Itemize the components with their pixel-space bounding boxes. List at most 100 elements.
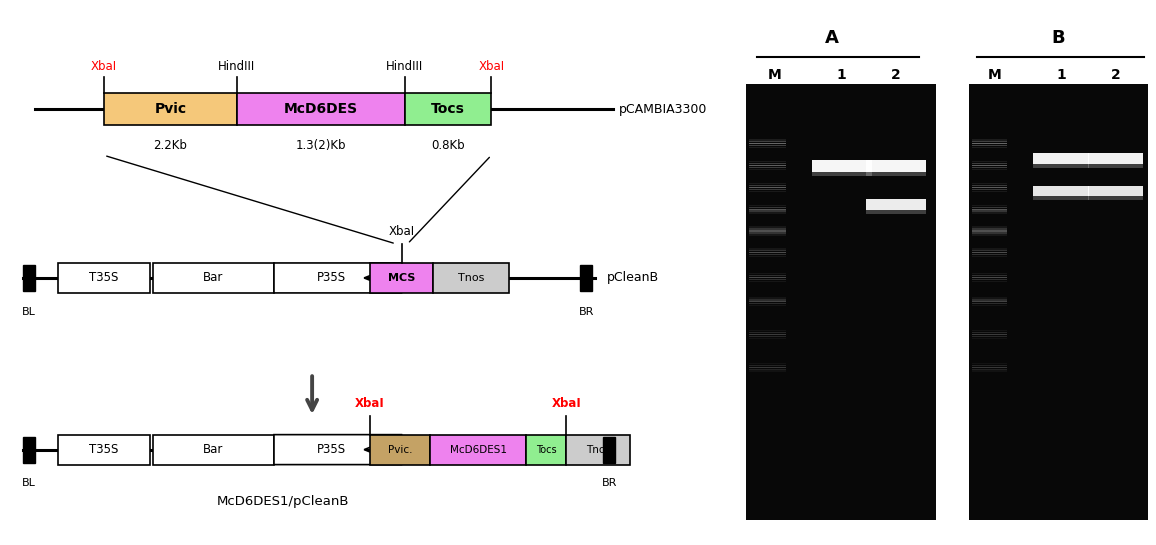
Text: XbaI: XbaI — [355, 397, 385, 410]
Bar — [1088, 186, 1143, 196]
Bar — [866, 160, 926, 172]
Text: BL: BL — [22, 479, 36, 488]
Text: 0.8Kb: 0.8Kb — [431, 139, 465, 152]
Text: XbaI: XbaI — [479, 60, 504, 73]
Bar — [972, 231, 1007, 232]
Bar — [749, 338, 786, 339]
Bar — [972, 169, 1007, 170]
Bar — [972, 139, 1007, 141]
Bar — [972, 336, 1007, 337]
Bar — [972, 213, 1007, 214]
Bar — [972, 167, 1007, 168]
Bar — [749, 204, 786, 206]
Bar — [749, 167, 786, 168]
Bar — [749, 332, 786, 333]
Text: 2.2Kb: 2.2Kb — [154, 139, 187, 152]
FancyBboxPatch shape — [237, 93, 405, 125]
FancyBboxPatch shape — [58, 435, 150, 464]
Bar — [749, 210, 786, 212]
Text: 1: 1 — [1057, 68, 1066, 82]
FancyBboxPatch shape — [405, 93, 491, 125]
Bar — [972, 232, 1007, 234]
Bar — [972, 187, 1007, 188]
Bar — [972, 332, 1007, 333]
Bar — [972, 210, 1007, 212]
Text: 1.3(2)Kb: 1.3(2)Kb — [296, 139, 346, 152]
Text: T35S: T35S — [89, 443, 119, 456]
Bar — [972, 305, 1007, 306]
Bar — [749, 334, 786, 335]
Bar — [972, 161, 1007, 162]
Bar — [972, 207, 1007, 208]
Text: 2: 2 — [1111, 68, 1120, 82]
Text: Tocs: Tocs — [431, 102, 465, 116]
Bar — [972, 338, 1007, 339]
Text: McD6DES: McD6DES — [283, 102, 358, 116]
Bar — [972, 143, 1007, 144]
Bar — [972, 254, 1007, 256]
Bar — [749, 141, 786, 142]
Bar — [972, 204, 1007, 206]
Bar — [972, 278, 1007, 280]
Bar — [749, 330, 786, 331]
Text: McD6DES1: McD6DES1 — [450, 445, 506, 455]
Bar — [749, 169, 786, 170]
Bar — [972, 234, 1007, 235]
Bar — [972, 275, 1007, 276]
Text: pCleanB: pCleanB — [607, 271, 659, 284]
Bar — [749, 277, 786, 278]
Bar — [749, 248, 786, 250]
Bar — [749, 281, 786, 282]
Bar — [1088, 196, 1143, 200]
FancyBboxPatch shape — [153, 435, 274, 464]
Bar — [972, 183, 1007, 184]
Text: BL: BL — [22, 307, 36, 317]
Bar — [749, 362, 786, 364]
Bar — [749, 165, 786, 166]
Bar — [972, 365, 1007, 366]
Bar — [972, 147, 1007, 148]
Bar — [972, 330, 1007, 331]
Bar — [972, 228, 1007, 229]
Bar — [749, 189, 786, 190]
FancyBboxPatch shape — [566, 435, 630, 464]
Bar — [972, 256, 1007, 257]
Bar — [972, 303, 1007, 305]
Bar — [1033, 153, 1089, 164]
Bar — [749, 365, 786, 366]
FancyBboxPatch shape — [434, 263, 509, 293]
Bar — [749, 368, 786, 370]
Text: P35S: P35S — [317, 271, 346, 284]
Polygon shape — [274, 435, 402, 464]
Text: Tnos: Tnos — [458, 273, 484, 283]
Bar — [812, 172, 872, 177]
Polygon shape — [274, 263, 402, 293]
Bar — [972, 281, 1007, 282]
Bar — [1033, 186, 1089, 196]
Text: Pvic.: Pvic. — [387, 445, 413, 455]
Bar — [749, 234, 786, 235]
Bar — [749, 336, 786, 337]
Bar — [972, 299, 1007, 300]
Text: XbaI: XbaI — [551, 397, 581, 410]
Text: Pvic: Pvic — [155, 102, 186, 116]
Bar — [972, 248, 1007, 250]
Bar — [749, 303, 786, 305]
Text: BR: BR — [578, 307, 594, 317]
Bar — [749, 161, 786, 162]
Text: HindIII: HindIII — [218, 60, 255, 73]
Bar — [749, 139, 786, 141]
Bar — [812, 160, 872, 172]
FancyBboxPatch shape — [104, 93, 237, 125]
Bar — [749, 207, 786, 208]
Bar — [972, 165, 1007, 166]
Bar — [746, 84, 936, 520]
Bar — [749, 232, 786, 234]
Bar — [749, 231, 786, 232]
Text: M: M — [768, 68, 781, 82]
Bar — [972, 185, 1007, 186]
Text: A: A — [825, 29, 839, 47]
Bar — [972, 301, 1007, 302]
Bar — [972, 252, 1007, 253]
Bar — [972, 191, 1007, 192]
